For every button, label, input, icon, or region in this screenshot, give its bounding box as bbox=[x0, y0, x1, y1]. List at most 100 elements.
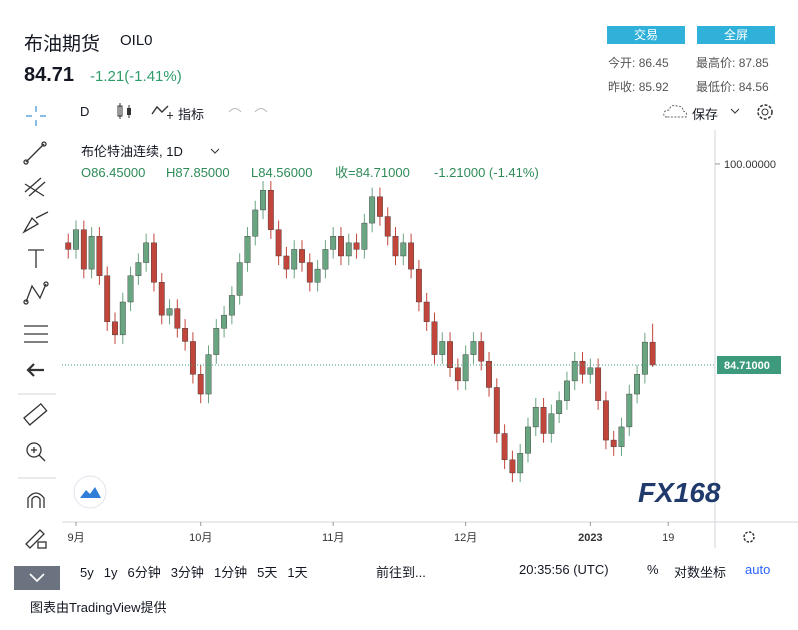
range-button[interactable]: 1分钟 bbox=[213, 565, 248, 580]
price-change: -1.21(-1.41%) bbox=[90, 68, 182, 85]
title-dropdown[interactable] bbox=[210, 148, 220, 154]
candle-body bbox=[462, 354, 469, 382]
candle-body bbox=[345, 242, 352, 257]
x-tick-label: 2023 bbox=[578, 532, 602, 544]
percent-toggle[interactable]: % bbox=[647, 562, 659, 577]
range-button[interactable]: 1天 bbox=[287, 565, 308, 580]
log-toggle[interactable]: 对数坐标 bbox=[674, 565, 727, 580]
candle-body bbox=[369, 196, 376, 224]
range-button[interactable]: 5y bbox=[80, 565, 94, 580]
candle-body bbox=[548, 413, 555, 434]
indicator-icon[interactable] bbox=[150, 102, 176, 120]
cloud-icon[interactable] bbox=[662, 102, 690, 120]
candle-body bbox=[267, 190, 274, 230]
stat-value: 85.92 bbox=[638, 80, 669, 94]
range-button[interactable]: 1y bbox=[103, 565, 118, 580]
range-button[interactable]: 3分钟 bbox=[170, 565, 204, 580]
candle-body bbox=[306, 262, 313, 283]
candle-body bbox=[143, 242, 150, 263]
legend-high: H87.85000 bbox=[166, 165, 230, 180]
candle-body bbox=[540, 407, 547, 434]
candle-body bbox=[579, 360, 586, 375]
candle-body bbox=[182, 328, 189, 342]
candle-body bbox=[478, 341, 485, 362]
candle-body bbox=[532, 407, 539, 428]
chart: 布伦特油连续, 1D O86.45000 H87.85000 L84.56000… bbox=[62, 130, 798, 548]
candle-body bbox=[314, 268, 321, 283]
candle-body bbox=[571, 360, 578, 382]
range-button[interactable]: 6分钟 bbox=[127, 565, 161, 580]
candle-body bbox=[626, 393, 633, 428]
candle-body bbox=[96, 236, 103, 276]
save-button[interactable]: 保存 bbox=[692, 107, 719, 122]
candle-body bbox=[377, 196, 383, 217]
candle-body bbox=[119, 301, 126, 336]
candle-body bbox=[104, 275, 111, 322]
candle-body bbox=[151, 242, 157, 283]
instrument-name: 布油期货 bbox=[24, 34, 101, 55]
legend-change: -1.21000 (-1.41%) bbox=[434, 165, 539, 180]
candle-body bbox=[236, 262, 243, 296]
range-bar: 5y 1y 6分钟 3分钟 1分钟 5天 1天 bbox=[80, 562, 308, 581]
candle-body bbox=[564, 380, 570, 401]
candle-body bbox=[634, 374, 641, 395]
candle-body bbox=[221, 314, 228, 329]
candle-body bbox=[384, 216, 391, 237]
candle-body bbox=[525, 426, 531, 454]
footer: 图表由TradingView提供 bbox=[30, 600, 167, 615]
candle-body bbox=[400, 242, 407, 257]
candle-body bbox=[470, 341, 477, 355]
candle-body bbox=[587, 367, 594, 375]
settings-icon[interactable] bbox=[728, 102, 778, 122]
candle-body bbox=[392, 236, 399, 257]
legend-open: O86.45000 bbox=[81, 165, 145, 180]
fullscreen-button[interactable]: 全屏 bbox=[697, 26, 775, 44]
tv-logo-mark bbox=[80, 487, 101, 498]
indicators-button[interactable]: 指标 bbox=[178, 107, 205, 122]
candle-body bbox=[454, 367, 461, 382]
trade-button[interactable]: 交易 bbox=[607, 26, 685, 44]
candle-body bbox=[197, 374, 204, 395]
stat-value: 87.85 bbox=[738, 56, 769, 70]
candle-body bbox=[135, 262, 142, 276]
axis-settings[interactable] bbox=[743, 531, 755, 543]
auto-toggle[interactable]: auto bbox=[745, 562, 771, 577]
candle-body bbox=[228, 295, 235, 316]
candle-icon[interactable] bbox=[115, 102, 135, 120]
range-button[interactable]: 5天 bbox=[257, 565, 278, 580]
stat-label: 昨收: bbox=[608, 80, 636, 94]
candle-body bbox=[112, 321, 118, 336]
candle-body bbox=[283, 255, 290, 270]
price-tag bbox=[717, 355, 781, 374]
stat-value: 86.45 bbox=[638, 56, 669, 70]
candle-body bbox=[641, 341, 648, 375]
stat-value: 84.56 bbox=[738, 80, 769, 94]
candle-body bbox=[213, 328, 220, 355]
candle-body bbox=[447, 341, 453, 368]
watermark: FX168 bbox=[638, 477, 721, 508]
candle-body bbox=[595, 367, 602, 401]
candle-body bbox=[439, 341, 446, 355]
undo-redo[interactable] bbox=[225, 103, 271, 119]
candle-body bbox=[252, 209, 259, 237]
candle-body bbox=[431, 321, 438, 355]
candle-body bbox=[260, 190, 266, 211]
x-tick-label: 19 bbox=[662, 532, 674, 544]
candle-body bbox=[602, 400, 609, 441]
tv-logo[interactable] bbox=[73, 475, 107, 509]
price: 84.71 bbox=[24, 64, 75, 86]
legend-low: L84.56000 bbox=[251, 165, 312, 180]
candle-body bbox=[610, 439, 617, 447]
interval-button[interactable]: D bbox=[80, 104, 90, 119]
candle-body bbox=[330, 236, 337, 250]
candle-body bbox=[158, 282, 165, 316]
candle-body bbox=[509, 459, 516, 474]
candle-body bbox=[73, 229, 79, 250]
candle-body bbox=[166, 308, 173, 316]
x-tick-label: 9月 bbox=[67, 532, 84, 544]
stat-label: 今开: bbox=[608, 56, 636, 70]
y-tick-label: 100.00000 bbox=[724, 159, 776, 171]
goto-button[interactable]: 前往到... bbox=[376, 565, 426, 580]
price-tag-label: 84.71000 bbox=[724, 360, 770, 372]
